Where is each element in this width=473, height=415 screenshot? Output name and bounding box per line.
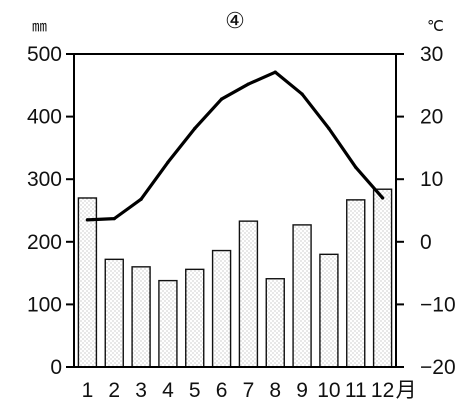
precipitation-bar-6 [211,249,232,368]
plot-frame [73,53,397,368]
precipitation-bar-8 [265,278,285,368]
temperature-point-10 [327,126,331,131]
precipitation-bar-1 [77,197,98,368]
left-tick-label-0: 0 [50,356,62,379]
temperature-point-4 [166,160,170,164]
right-tick-label-10: 10 [420,168,443,191]
x-tick-label-12: 12 [371,379,394,402]
right-axis-unit: ℃ [427,18,444,35]
temperature-point-12 [380,196,385,200]
left-tick-label-500: 500 [27,43,62,66]
right-tick-label--20: −20 [420,356,456,379]
temperature-point-8 [273,70,277,74]
x-tick-label-3: 3 [135,379,147,402]
axes [66,53,404,368]
x-axis-month-suffix: 月 [396,379,417,402]
x-tick-label-11: 11 [345,379,367,402]
left-tick-label-400: 400 [27,106,62,129]
right-tick-label-20: 20 [420,106,443,129]
temperature-point-7 [246,82,251,86]
precipitation-bar-4 [158,279,178,368]
precipitation-bar-7 [238,220,259,368]
x-tick-label-8: 8 [269,379,281,402]
temperature-point-11 [354,165,358,169]
precipitation-bar-2 [104,258,124,368]
precipitation-bar-11 [346,199,366,368]
left-tick-label-300: 300 [27,168,62,191]
left-axis-unit: ㎜ [32,18,47,35]
chart-title: ④ [225,8,245,33]
temperature-point-5 [193,126,197,131]
precipitation-bar-12 [372,188,393,368]
x-tick-label-4: 4 [162,379,174,402]
temperature-point-9 [300,92,304,96]
precipitation-bar-5 [185,268,205,368]
right-tick-label-30: 30 [420,43,443,66]
temperature-point-3 [139,197,143,201]
right-tick-label--10: −10 [420,293,456,316]
left-tick-label-200: 200 [27,231,62,254]
temperature-line [85,70,385,222]
temperature-point-1 [85,218,90,222]
temperature-line-path [85,70,385,222]
right-tick-label-0: 0 [420,231,432,254]
x-tick-label-9: 9 [296,379,308,402]
precipitation-bar-3 [131,266,151,368]
precipitation-bar-10 [319,253,339,368]
precipitation-bar-9 [292,224,312,368]
x-tick-label-7: 7 [243,379,255,402]
x-tick-label-10: 10 [317,379,340,402]
x-tick-label-6: 6 [216,379,228,402]
x-tick-label-2: 2 [108,379,120,402]
x-tick-label-1: 1 [82,379,94,402]
temperature-point-6 [219,97,224,101]
x-tick-label-5: 5 [189,379,201,402]
left-tick-label-100: 100 [27,293,62,316]
temperature-point-2 [112,217,116,221]
